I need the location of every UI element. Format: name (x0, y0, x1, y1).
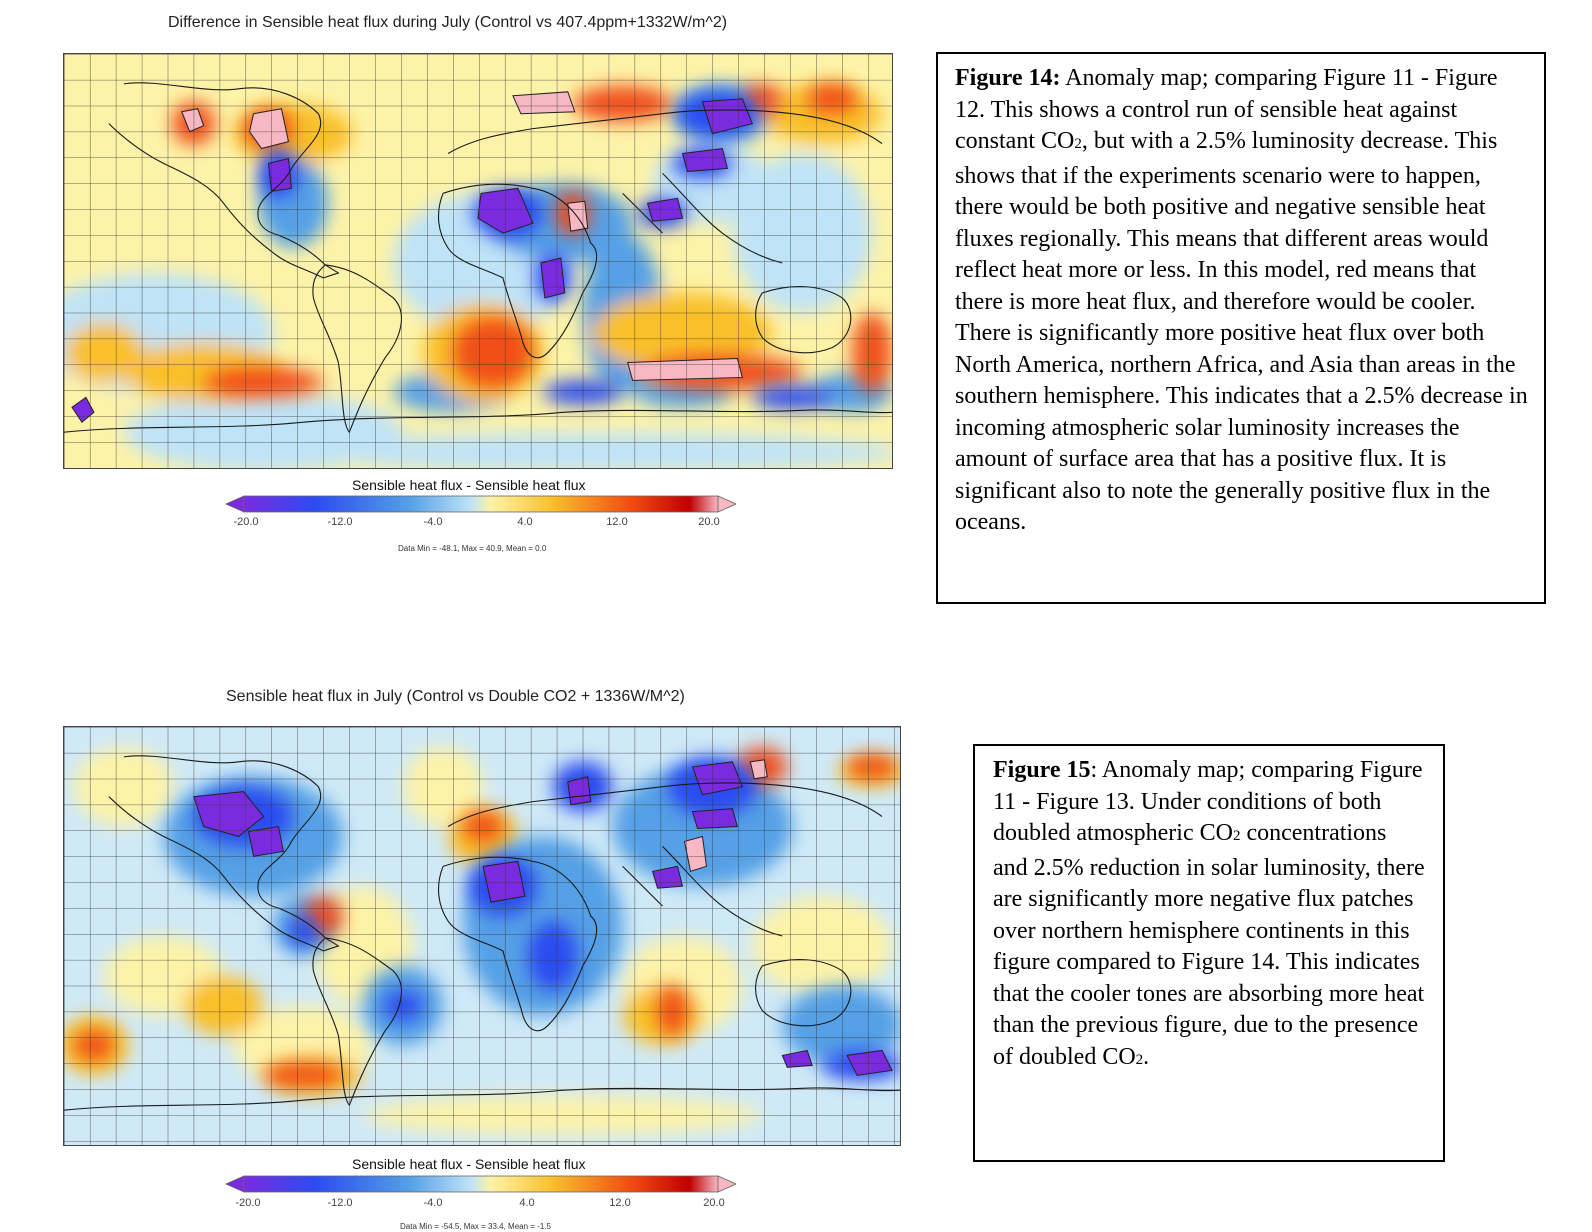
colorbar-tick-label: 4.0 (519, 1197, 534, 1209)
figure-14-map-title: Difference in Sensible heat flux during … (168, 14, 727, 32)
colorbar-tick-label: -20.0 (233, 516, 258, 528)
figure-15-anomaly-map (63, 726, 901, 1146)
figure-15-map-title: Sensible heat flux in July (Control vs D… (226, 688, 685, 706)
colorbar-min-arrow (226, 1176, 244, 1192)
colorbar-tick-label: 20.0 (698, 516, 719, 528)
colorbar-tick-label: -4.0 (424, 516, 443, 528)
figure-15-caption-text: concentrations and 2.5% reduction in sol… (993, 820, 1425, 1070)
figure-14-caption-box: Figure 14: Anomaly map; comparing Figure… (936, 52, 1546, 604)
colorbar-gradient (244, 496, 718, 512)
colorbar-min-arrow (226, 496, 244, 512)
lat-lon-grid (64, 727, 900, 1145)
figure-14-data-stats: Data Min = -48.1, Max = 40.9, Mean = 0.0 (398, 544, 546, 553)
figure-15-caption-heading: Figure 15 (993, 757, 1091, 783)
figure-15-data-stats: Data Min = -54.5, Max = 33.4, Mean = -1.… (400, 1222, 551, 1231)
colorbar-tick-label: 4.0 (517, 516, 532, 528)
colorbar-tick-label: 12.0 (606, 516, 627, 528)
colorbar-max-arrow (718, 496, 736, 512)
figure-15-colorbar-label: Sensible heat flux - Sensible heat flux (352, 1156, 585, 1172)
figure-14-colorbar-label: Sensible heat flux - Sensible heat flux (352, 477, 585, 493)
figure-14-caption-heading: Figure 14: (955, 65, 1061, 91)
colorbar-gradient (244, 1176, 718, 1192)
colorbar-max-arrow (718, 1176, 736, 1192)
figure-15-colorbar (226, 1175, 736, 1193)
figure-14-caption-text: , but with a 2.5% luminosity decrease. T… (955, 128, 1528, 535)
colorbar-tick-label: 20.0 (703, 1197, 724, 1209)
lat-lon-grid (64, 54, 892, 468)
figure-15-caption-text: . (1143, 1044, 1149, 1070)
colorbar-tick-label: -12.0 (327, 1197, 352, 1209)
figure-14-colorbar (226, 495, 736, 513)
figure-14-anomaly-map (63, 53, 893, 469)
colorbar-tick-label: -12.0 (327, 516, 352, 528)
figure-15-heatmap (64, 727, 900, 1145)
colorbar-tick-label: 12.0 (609, 1197, 630, 1209)
figure-14-heatmap (64, 54, 892, 468)
co2-subscript: 2 (1074, 136, 1082, 152)
colorbar-tick-label: -4.0 (424, 1197, 443, 1209)
figure-15-caption-box: Figure 15: Anomaly map; comparing Figure… (973, 744, 1445, 1162)
colorbar-tick-label: -20.0 (235, 1197, 260, 1209)
